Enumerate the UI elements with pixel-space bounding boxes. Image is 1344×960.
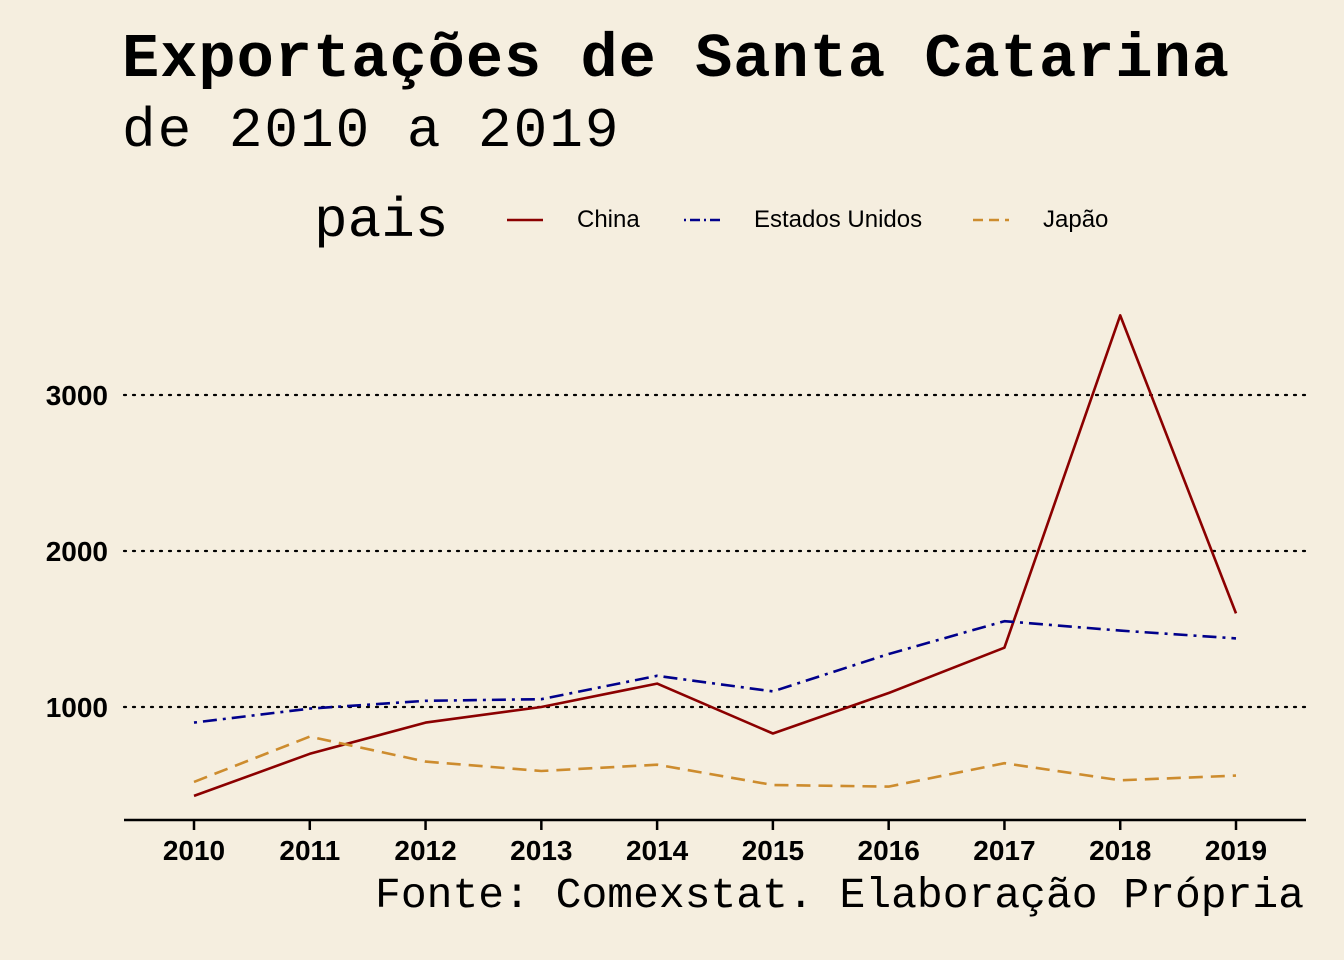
y-tick-label: 1000 — [46, 692, 108, 723]
legend-label-china: China — [577, 206, 640, 233]
x-tick-label: 2015 — [742, 835, 804, 866]
y-tick-label: 3000 — [46, 380, 108, 411]
chart-title: Exportações de Santa Catarina — [122, 24, 1230, 95]
y-tick-label: 2000 — [46, 536, 108, 567]
legend-key-japao — [973, 218, 1009, 222]
y-axis: 1000 2000 3000 — [46, 380, 108, 723]
x-tick-label: 2016 — [858, 835, 920, 866]
x-axis: 2010 2011 2012 2013 2014 2015 2016 2017 2018 2019 — [124, 818, 1306, 866]
x-tick-label: 2010 — [163, 835, 225, 866]
legend-label-japao: Japão — [1043, 206, 1109, 233]
x-tick-label: 2013 — [510, 835, 572, 866]
legend-label-estados-unidos: Estados Unidos — [754, 206, 923, 233]
x-tick-label: 2012 — [394, 835, 456, 866]
chart-subtitle: de 2010 a 2019 — [122, 99, 621, 163]
x-tick-label: 2017 — [973, 835, 1035, 866]
legend-key-estados-unidos — [684, 218, 720, 222]
gridlines — [122, 393, 1308, 709]
series-line-china — [193, 314, 1238, 798]
x-tick-label: 2011 — [279, 835, 340, 866]
series-lines — [193, 314, 1238, 798]
chart-caption: Fonte: Comexstat. Elaboração Própria — [375, 871, 1304, 920]
series-line-japão — [193, 735, 1237, 788]
legend-title: pais — [314, 189, 449, 253]
x-tick-label: 2019 — [1205, 835, 1267, 866]
x-tick-label: 2014 — [626, 835, 689, 866]
x-tick-label: 2018 — [1089, 835, 1151, 866]
series-line-estados-unidos — [193, 619, 1237, 724]
legend-key-china — [507, 218, 543, 222]
